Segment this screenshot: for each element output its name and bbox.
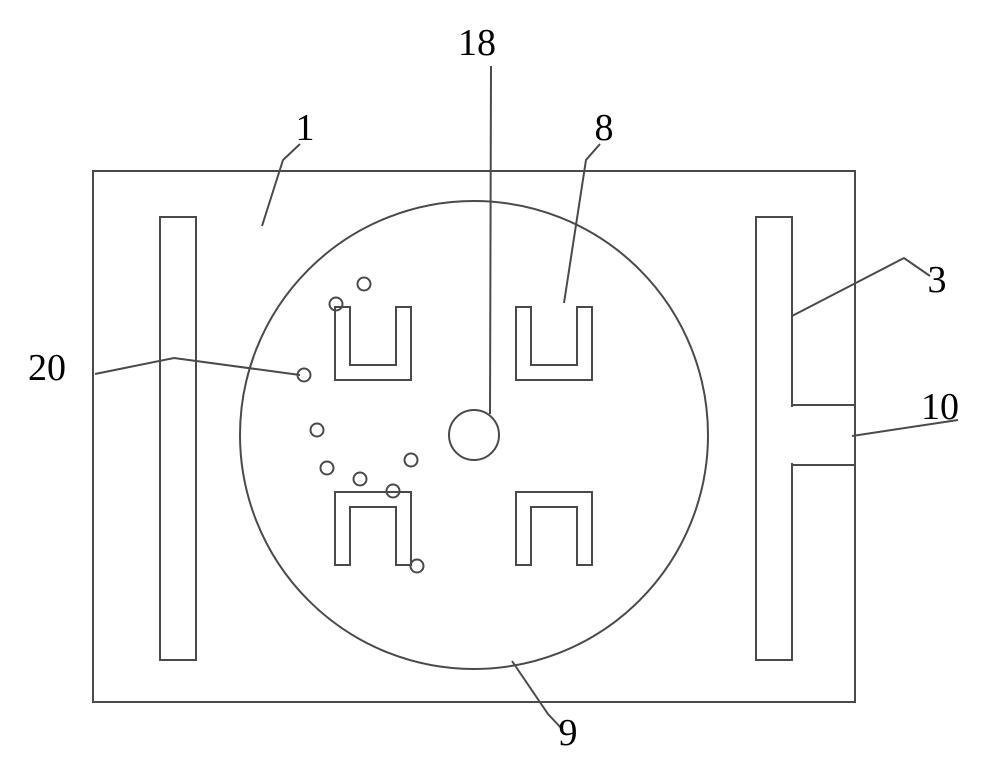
left-slot — [160, 217, 196, 660]
bracket-1 — [516, 307, 592, 380]
leader-3 — [792, 258, 930, 316]
label-9: 9 — [559, 712, 578, 754]
label-10: 10 — [921, 386, 959, 428]
label-8: 8 — [595, 107, 614, 149]
label-3: 3 — [928, 259, 947, 301]
hole-3 — [311, 424, 324, 437]
label-20: 20 — [28, 347, 66, 389]
side-stub — [792, 405, 855, 465]
leader-20 — [95, 358, 300, 375]
leader-8 — [564, 144, 600, 303]
leader-1 — [262, 144, 300, 226]
center-hub — [449, 410, 499, 460]
right-slot — [756, 217, 792, 660]
disc — [240, 201, 708, 669]
bracket-3 — [516, 492, 592, 565]
hole-4 — [321, 462, 334, 475]
hole-8 — [411, 560, 424, 573]
leader-9 — [512, 661, 563, 730]
hole-5 — [354, 473, 367, 486]
bracket-0 — [335, 307, 411, 380]
leader-18 — [490, 66, 491, 414]
bracket-2 — [335, 492, 411, 565]
label-1: 1 — [296, 107, 315, 149]
housing-rect — [93, 171, 855, 702]
hole-7 — [405, 454, 418, 467]
label-18: 18 — [458, 22, 496, 64]
hole-0 — [358, 278, 371, 291]
